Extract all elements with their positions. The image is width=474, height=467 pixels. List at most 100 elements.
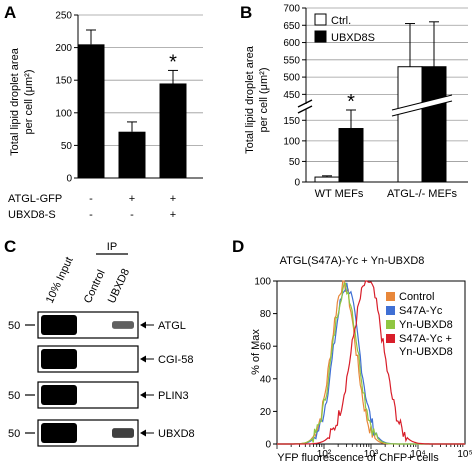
blot-arrow-head bbox=[140, 321, 146, 329]
panel-d-ytick-label: 80 bbox=[260, 309, 272, 320]
panel-a-row-label-ubxd8: UBXD8-S bbox=[8, 209, 56, 221]
bar-break-mark bbox=[391, 94, 453, 111]
panel-d-legend-swatch bbox=[386, 320, 395, 329]
panel-b-category-ko: ATGL-/- MEFs bbox=[387, 188, 458, 200]
panel-label-a: A bbox=[4, 3, 16, 22]
panel-a-bar bbox=[77, 44, 105, 179]
blot-mw-marker: 50 bbox=[8, 390, 20, 402]
panel-a-ylabel-1: Total lipid droplet area bbox=[9, 47, 21, 156]
panel-b-ytick-label: 150 bbox=[283, 116, 300, 127]
panel-a-row-sign: + bbox=[129, 193, 135, 205]
panel-d-legend-swatch bbox=[386, 334, 395, 343]
panel-a-ytick-label: 100 bbox=[55, 108, 72, 119]
blot-lane-label-control: Control bbox=[82, 268, 108, 305]
panel-b-category-wt: WT MEFs bbox=[315, 188, 364, 200]
blot-arrow-head bbox=[140, 429, 146, 437]
legend-label-ctrl: Ctrl. bbox=[331, 15, 351, 27]
panel-b-bar bbox=[314, 176, 340, 183]
panel-a-ytick-label: 150 bbox=[55, 76, 72, 87]
axis-break-mark bbox=[297, 99, 313, 108]
panel-a-row-sign: - bbox=[130, 209, 134, 221]
panel-a-row-sign: + bbox=[170, 209, 176, 221]
panel-d-xlabel: YFP fluorescence of ChFP+ cells bbox=[277, 452, 439, 464]
blot-row-label: UBXD8 bbox=[158, 428, 195, 440]
panel-d-legend-swatch bbox=[386, 306, 395, 315]
panel-b-ytick-label: 650 bbox=[283, 21, 300, 32]
axis-break-gap bbox=[298, 104, 310, 109]
legend-label-ubxd8s: UBXD8S bbox=[331, 32, 375, 44]
panel-b-bar bbox=[421, 66, 447, 183]
panel-d-legend-label: S47A-Yc bbox=[399, 305, 443, 317]
panel-d-xtick-label: 10² bbox=[317, 449, 332, 460]
panel-a-row-sign: - bbox=[89, 209, 93, 221]
legend-swatch-ubxd8s bbox=[314, 30, 327, 43]
blot-lane-label-input: 10% Input bbox=[44, 255, 76, 305]
panel-d-legend-label: S47A-Yc + bbox=[399, 333, 452, 345]
axis-break-mark bbox=[297, 105, 313, 114]
panel-a-row-label-atgl: ATGL-GFP bbox=[8, 193, 62, 205]
panel-a-chart: Total lipid droplet area per cell (μm²) … bbox=[8, 11, 203, 221]
blot-arrow-head bbox=[140, 391, 146, 399]
panel-b-ytick-label: 50 bbox=[289, 157, 301, 168]
blot-arrow-head bbox=[140, 355, 146, 363]
blot-band bbox=[41, 349, 77, 369]
panel-a-ytick-label: 0 bbox=[66, 174, 72, 185]
blot-band bbox=[112, 428, 134, 438]
panel-label-c: C bbox=[4, 237, 16, 256]
blot-mw-marker: 50 bbox=[8, 428, 20, 440]
panel-b-ytick-label: 500 bbox=[283, 73, 300, 84]
panel-b-bar bbox=[397, 66, 423, 183]
panel-d-chart: ATGL(S47A)-Yc + Yn-UBXD8 % of Max YFP fl… bbox=[250, 255, 473, 464]
blot-row-label: PLIN3 bbox=[158, 390, 189, 402]
panel-d-ylabel: % of Max bbox=[250, 329, 262, 375]
panel-d-legend-label: Yn-UBXD8 bbox=[399, 319, 453, 331]
blot-mw-marker: 50 bbox=[8, 320, 20, 332]
panel-b-ytick-label: 550 bbox=[283, 55, 300, 66]
blot-band bbox=[41, 315, 77, 335]
bar-break-gap bbox=[392, 95, 452, 116]
panel-d-ytick-label: 60 bbox=[260, 342, 272, 353]
panel-b-ytick-label: 700 bbox=[283, 4, 300, 15]
panel-a-row-sign: + bbox=[170, 193, 176, 205]
panel-d-xtick-label: 10⁵ bbox=[457, 449, 472, 460]
panel-b-ytick-label: 100 bbox=[283, 136, 300, 147]
bar-break-mark bbox=[391, 100, 453, 117]
legend-swatch-ctrl bbox=[314, 13, 327, 26]
panel-b-ytick-label: 0 bbox=[294, 178, 300, 189]
panel-label-b: B bbox=[240, 3, 252, 22]
panel-b-bar bbox=[338, 128, 364, 183]
panel-a-bar bbox=[118, 131, 146, 178]
panel-b-ylabel-1: Total lipid droplet area bbox=[244, 45, 256, 154]
panel-a-ytick-label: 200 bbox=[55, 43, 72, 54]
panel-a-ytick-label: 50 bbox=[61, 141, 73, 152]
blot-row-label: CGI-58 bbox=[158, 354, 193, 366]
panel-label-d: D bbox=[232, 237, 244, 256]
panel-d-title: ATGL(S47A)-Yc + Yn-UBXD8 bbox=[280, 255, 425, 267]
panel-d-legend-swatch bbox=[386, 292, 395, 301]
panel-d-ytick-label: 100 bbox=[254, 277, 271, 288]
panel-d-ytick-label: 20 bbox=[260, 407, 272, 418]
panel-a-row-sign: - bbox=[89, 193, 93, 205]
blot-ip-label: IP bbox=[107, 241, 117, 253]
panel-d-xtick-label: 10³ bbox=[364, 449, 379, 460]
panel-b-significance: * bbox=[347, 91, 355, 113]
blot-band bbox=[41, 423, 77, 443]
panel-c-blot: IP 10% Input Control UBXD8 50 ATGL CGI-58 5… bbox=[8, 241, 195, 447]
panel-d-legend-label: Control bbox=[399, 291, 434, 303]
panel-b-ytick-label: 450 bbox=[283, 90, 300, 101]
panel-d-ytick-label: 40 bbox=[260, 374, 272, 385]
panel-b-ylabel-2: per cell (μm²) bbox=[258, 67, 270, 132]
panel-b-ytick-label: 600 bbox=[283, 38, 300, 49]
panel-d-ytick-label: 0 bbox=[265, 440, 271, 451]
blot-row-label: ATGL bbox=[158, 320, 186, 332]
blot-band bbox=[112, 321, 134, 329]
panel-a-bar bbox=[159, 83, 187, 178]
blot-band bbox=[41, 385, 77, 405]
panel-a-ylabel-2: per cell (μm²) bbox=[23, 69, 35, 134]
panel-d-legend-label: Yn-UBXD8 bbox=[399, 346, 453, 358]
panel-d-xtick-label: 10⁴ bbox=[410, 449, 425, 460]
blot-lane-label-ubxd8: UBXD8 bbox=[106, 267, 132, 305]
panel-b-chart: Total lipid droplet area per cell (μm²) … bbox=[244, 4, 468, 200]
panel-d-series-line bbox=[277, 280, 465, 445]
